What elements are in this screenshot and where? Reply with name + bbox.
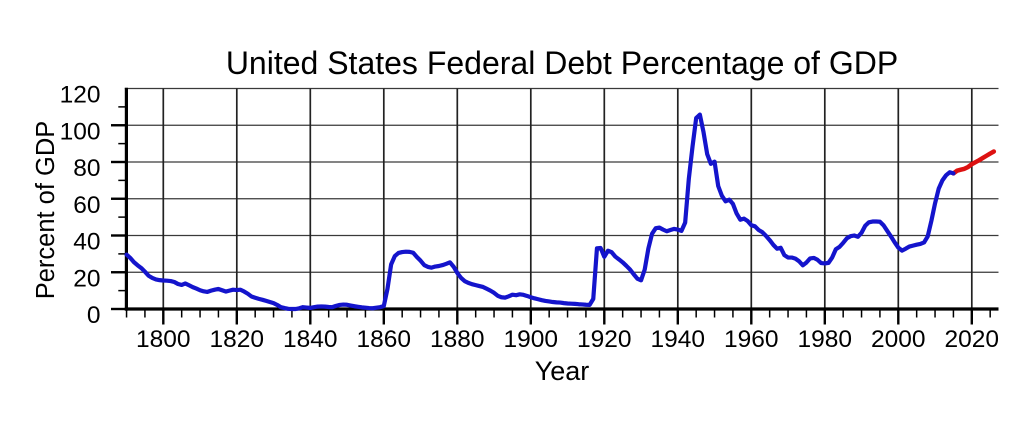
svg-text:2000: 2000 <box>871 326 926 353</box>
svg-text:40: 40 <box>73 229 100 256</box>
svg-text:1820: 1820 <box>210 326 265 353</box>
svg-text:1920: 1920 <box>577 326 632 353</box>
svg-text:Year: Year <box>535 356 590 386</box>
svg-text:0: 0 <box>87 302 101 329</box>
svg-text:1860: 1860 <box>357 326 412 353</box>
svg-text:1940: 1940 <box>651 326 706 353</box>
svg-text:60: 60 <box>73 192 100 219</box>
svg-text:20: 20 <box>73 265 100 292</box>
svg-text:80: 80 <box>73 155 100 182</box>
svg-text:United States Federal Debt Per: United States Federal Debt Percentage of… <box>226 45 898 81</box>
svg-text:2020: 2020 <box>945 326 1000 353</box>
svg-text:Percent of GDP: Percent of GDP <box>32 121 60 300</box>
svg-text:1840: 1840 <box>283 326 338 353</box>
svg-text:1900: 1900 <box>504 326 559 353</box>
svg-text:1800: 1800 <box>136 326 191 353</box>
svg-text:1960: 1960 <box>724 326 779 353</box>
svg-text:120: 120 <box>60 82 101 109</box>
svg-text:100: 100 <box>60 118 101 145</box>
svg-text:1980: 1980 <box>798 326 853 353</box>
svg-text:1880: 1880 <box>430 326 485 353</box>
